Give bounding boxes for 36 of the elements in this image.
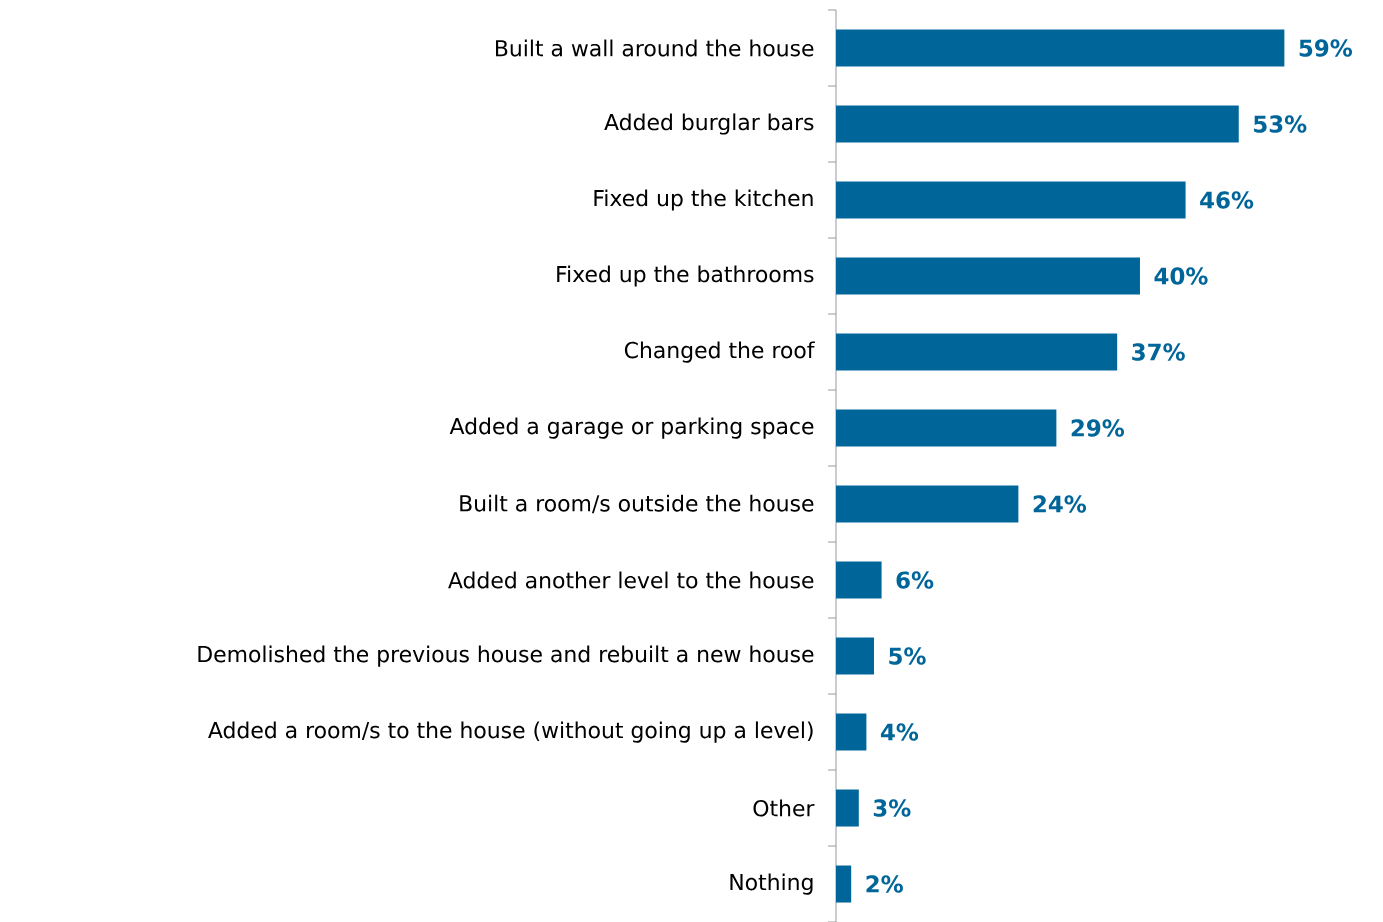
y-tick-label: Added burglar bars xyxy=(604,113,814,135)
bar xyxy=(835,105,1239,143)
bar xyxy=(835,485,1019,523)
bar xyxy=(835,29,1285,67)
bar xyxy=(835,713,867,751)
data-label: 59% xyxy=(1299,39,1353,57)
bar xyxy=(835,561,882,599)
y-tick-label: Changed the roof xyxy=(624,341,815,363)
data-label: 6% xyxy=(896,571,934,589)
y-tick-label: Added another level to the house xyxy=(448,571,814,589)
y-tick-label: Fixed up the bathrooms xyxy=(557,265,814,287)
bar xyxy=(835,181,1186,219)
data-label: 4% xyxy=(880,723,919,741)
y-tick-label: Built a room/s outside the house xyxy=(460,494,814,514)
y-tick-label: Demolished the previous house and rebuilt a new house xyxy=(198,645,814,667)
data-label: 53% xyxy=(1254,115,1307,133)
data-label: 40% xyxy=(1154,267,1208,285)
data-label: 37% xyxy=(1132,343,1185,361)
data-label: 24% xyxy=(1033,495,1087,513)
y-tick-label: Fixed up the kitchen xyxy=(594,189,813,211)
y-tick-label: Added a garage or parking space xyxy=(449,417,814,439)
bar xyxy=(835,409,1057,447)
bar xyxy=(835,637,874,675)
bar xyxy=(835,865,852,903)
y-tick-label: Added a room/s to the house (without going up a level) xyxy=(208,721,813,743)
data-label: 5% xyxy=(889,647,926,665)
y-tick-label: Other xyxy=(753,799,815,817)
bar xyxy=(835,257,1140,295)
y-tick-label: Built a wall around the house xyxy=(495,39,814,57)
y-tick-label: Nothing xyxy=(730,873,813,895)
bar xyxy=(835,333,1118,371)
data-label: 46% xyxy=(1200,191,1254,209)
data-label: 3% xyxy=(873,799,911,817)
data-label: 2% xyxy=(866,875,903,893)
bar xyxy=(835,789,859,827)
data-label: 29% xyxy=(1071,419,1125,437)
